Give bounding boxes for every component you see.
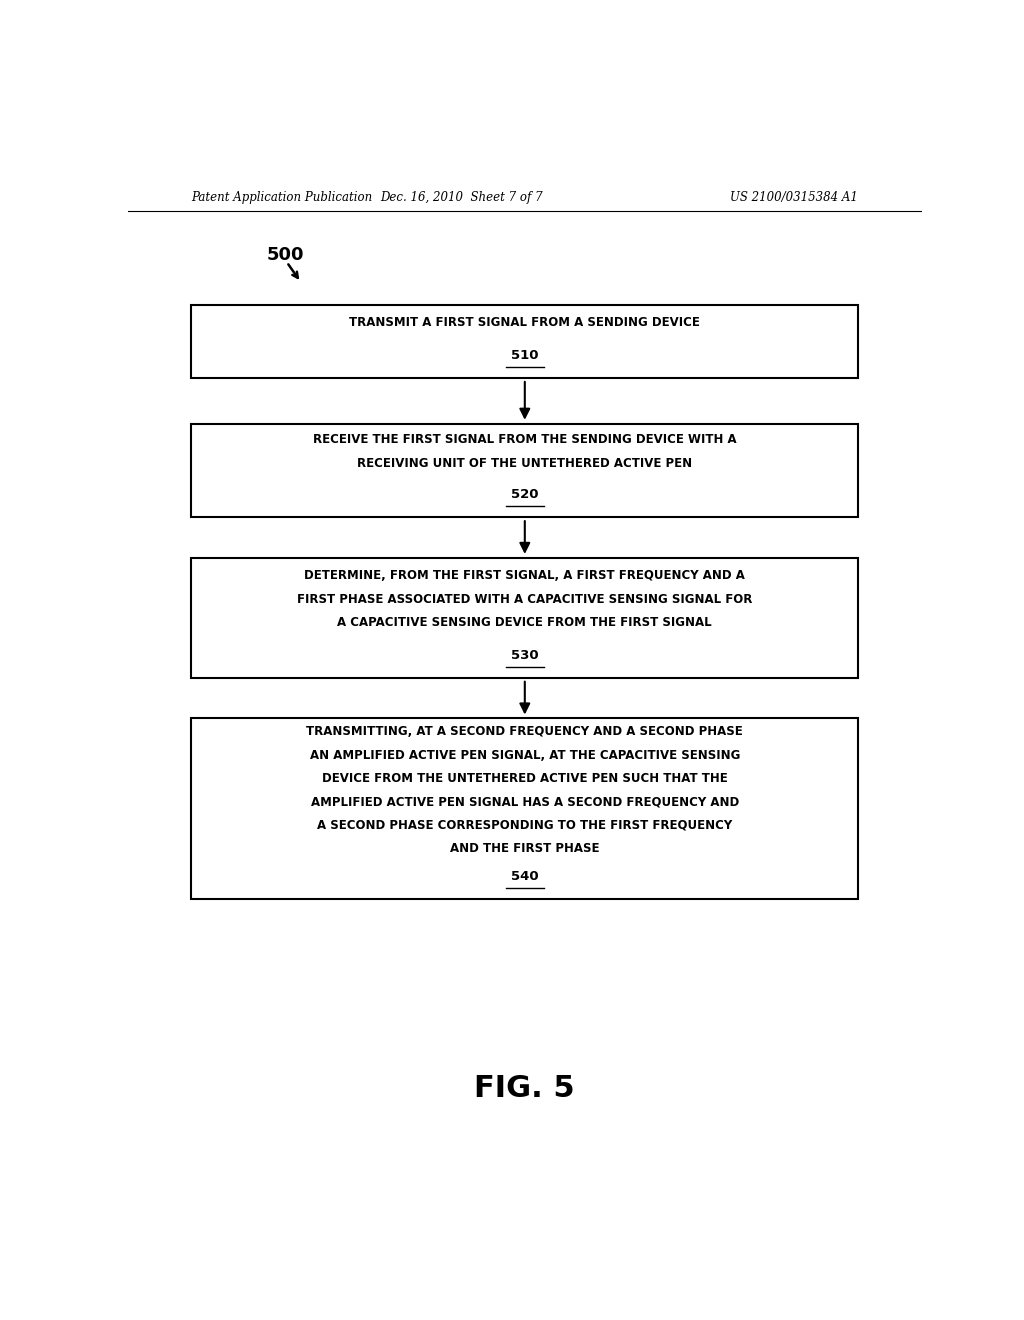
FancyBboxPatch shape [191, 558, 858, 677]
FancyBboxPatch shape [191, 305, 858, 378]
Text: TRANSMITTING, AT A SECOND FREQUENCY AND A SECOND PHASE: TRANSMITTING, AT A SECOND FREQUENCY AND … [306, 725, 743, 738]
Text: A SECOND PHASE CORRESPONDING TO THE FIRST FREQUENCY: A SECOND PHASE CORRESPONDING TO THE FIRS… [317, 818, 732, 832]
Text: RECEIVE THE FIRST SIGNAL FROM THE SENDING DEVICE WITH A: RECEIVE THE FIRST SIGNAL FROM THE SENDIN… [313, 433, 736, 446]
Text: TRANSMIT A FIRST SIGNAL FROM A SENDING DEVICE: TRANSMIT A FIRST SIGNAL FROM A SENDING D… [349, 315, 700, 329]
Text: FIG. 5: FIG. 5 [474, 1074, 575, 1104]
Text: Patent Application Publication: Patent Application Publication [191, 190, 373, 203]
Text: DEVICE FROM THE UNTETHERED ACTIVE PEN SUCH THAT THE: DEVICE FROM THE UNTETHERED ACTIVE PEN SU… [322, 772, 728, 785]
Text: 510: 510 [511, 348, 539, 362]
Text: 530: 530 [511, 649, 539, 661]
Text: 500: 500 [267, 246, 304, 264]
FancyBboxPatch shape [191, 718, 858, 899]
Text: 540: 540 [511, 870, 539, 883]
Text: FIRST PHASE ASSOCIATED WITH A CAPACITIVE SENSING SIGNAL FOR: FIRST PHASE ASSOCIATED WITH A CAPACITIVE… [297, 593, 753, 606]
Text: DETERMINE, FROM THE FIRST SIGNAL, A FIRST FREQUENCY AND A: DETERMINE, FROM THE FIRST SIGNAL, A FIRS… [304, 569, 745, 582]
Text: 520: 520 [511, 488, 539, 502]
Text: AN AMPLIFIED ACTIVE PEN SIGNAL, AT THE CAPACITIVE SENSING: AN AMPLIFIED ACTIVE PEN SIGNAL, AT THE C… [309, 748, 740, 762]
FancyBboxPatch shape [191, 424, 858, 517]
Text: AMPLIFIED ACTIVE PEN SIGNAL HAS A SECOND FREQUENCY AND: AMPLIFIED ACTIVE PEN SIGNAL HAS A SECOND… [310, 795, 739, 808]
Text: A CAPACITIVE SENSING DEVICE FROM THE FIRST SIGNAL: A CAPACITIVE SENSING DEVICE FROM THE FIR… [338, 616, 712, 628]
Text: US 2100/0315384 A1: US 2100/0315384 A1 [730, 190, 858, 203]
Text: RECEIVING UNIT OF THE UNTETHERED ACTIVE PEN: RECEIVING UNIT OF THE UNTETHERED ACTIVE … [357, 457, 692, 470]
Text: Dec. 16, 2010  Sheet 7 of 7: Dec. 16, 2010 Sheet 7 of 7 [380, 190, 543, 203]
Text: AND THE FIRST PHASE: AND THE FIRST PHASE [451, 842, 599, 855]
